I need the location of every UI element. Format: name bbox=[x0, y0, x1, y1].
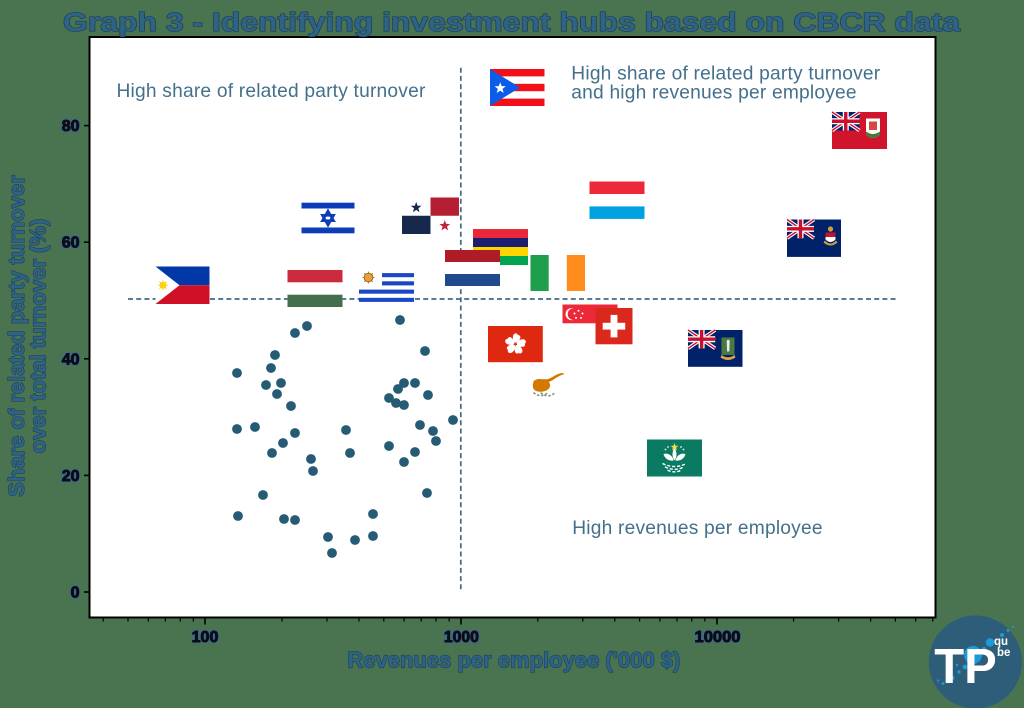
svg-text:and high revenues per employee: and high revenues per employee bbox=[571, 83, 856, 104]
svg-text:High share of related party tu: High share of related party turnover bbox=[117, 81, 426, 102]
svg-text:Share of related party turnove: Share of related party turnover bbox=[4, 175, 29, 497]
svg-text:80: 80 bbox=[62, 118, 80, 135]
svg-text:over total turnover (%): over total turnover (%) bbox=[26, 219, 51, 454]
svg-text:Graph 3 - Identifying investme: Graph 3 - Identifying investment hubs ba… bbox=[63, 9, 961, 37]
svg-text:10000: 10000 bbox=[695, 629, 741, 646]
svg-text:20: 20 bbox=[62, 468, 80, 485]
svg-text:TP: TP bbox=[934, 640, 997, 694]
svg-text:0: 0 bbox=[71, 585, 80, 602]
svg-text:40: 40 bbox=[62, 351, 80, 368]
svg-text:High share of related party tu: High share of related party turnover bbox=[571, 63, 880, 84]
svg-text:Revenues per employee ('000 $): Revenues per employee ('000 $) bbox=[347, 648, 680, 673]
svg-text:10000: 10000 bbox=[695, 629, 741, 646]
svg-text:40: 40 bbox=[62, 351, 80, 368]
svg-text:1000: 1000 bbox=[444, 629, 479, 646]
svg-text:qu: qu bbox=[994, 636, 1008, 648]
svg-text:0: 0 bbox=[71, 585, 80, 602]
svg-text:60: 60 bbox=[62, 235, 80, 252]
svg-text:1000: 1000 bbox=[444, 629, 479, 646]
svg-text:be: be bbox=[997, 647, 1010, 659]
svg-text:20: 20 bbox=[62, 468, 80, 485]
svg-text:High revenues per employee: High revenues per employee bbox=[572, 518, 823, 539]
svg-text:80: 80 bbox=[62, 118, 80, 135]
svg-text:100: 100 bbox=[192, 629, 219, 646]
svg-text:100: 100 bbox=[192, 629, 219, 646]
svg-text:60: 60 bbox=[62, 235, 80, 252]
